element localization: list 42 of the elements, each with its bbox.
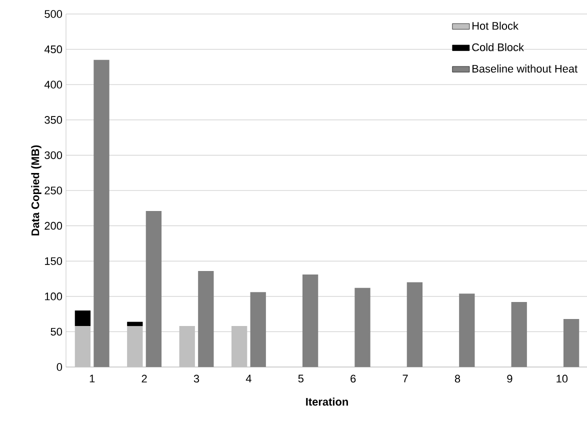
bar <box>127 326 143 367</box>
x-tick-label: 8 <box>454 374 460 383</box>
x-tick-label: 2 <box>142 374 147 382</box>
x-tick-label: 10 <box>556 374 568 383</box>
y-tick-label: 300 <box>44 151 62 160</box>
y-tick-label: 450 <box>44 45 62 54</box>
bar <box>511 302 527 367</box>
x-tick-label: 3 <box>194 374 200 383</box>
bar <box>146 210 162 367</box>
y-tick-label: 50 <box>50 328 62 336</box>
y-axis-title: Data Copied (MB) <box>31 145 42 236</box>
y-tick-label: 250 <box>44 186 62 194</box>
y-tick-label: 500 <box>44 10 62 18</box>
bar <box>179 326 195 367</box>
bar <box>406 282 423 367</box>
x-tick-label: 9 <box>507 374 512 383</box>
bar <box>198 270 214 367</box>
legend-label: Hot Block <box>472 22 519 30</box>
bar <box>563 318 580 367</box>
bar <box>354 288 370 367</box>
y-tick-label: 400 <box>44 80 62 88</box>
x-tick-label: 5 <box>298 374 304 382</box>
bar <box>302 274 318 367</box>
y-tick-label: 0 <box>56 363 62 371</box>
bar <box>459 294 475 367</box>
x-tick-label: 7 <box>402 374 408 382</box>
bar <box>74 326 91 367</box>
bar <box>127 322 143 326</box>
y-tick-label: 350 <box>44 116 62 124</box>
y-tick-label: 150 <box>45 257 62 265</box>
y-tick-label: 100 <box>45 292 62 300</box>
x-tick-label: 4 <box>246 374 252 382</box>
x-tick-label: 1 <box>90 374 95 382</box>
legend-label: Baseline without Heat <box>472 64 578 73</box>
bar <box>250 292 266 367</box>
x-axis-title: Iteration <box>306 398 348 406</box>
y-tick-label: 200 <box>44 222 62 230</box>
bar <box>74 310 91 326</box>
bar <box>94 60 110 367</box>
x-tick-label: 6 <box>350 374 356 383</box>
legend-label: Cold Block <box>472 43 524 52</box>
bar <box>231 326 248 367</box>
